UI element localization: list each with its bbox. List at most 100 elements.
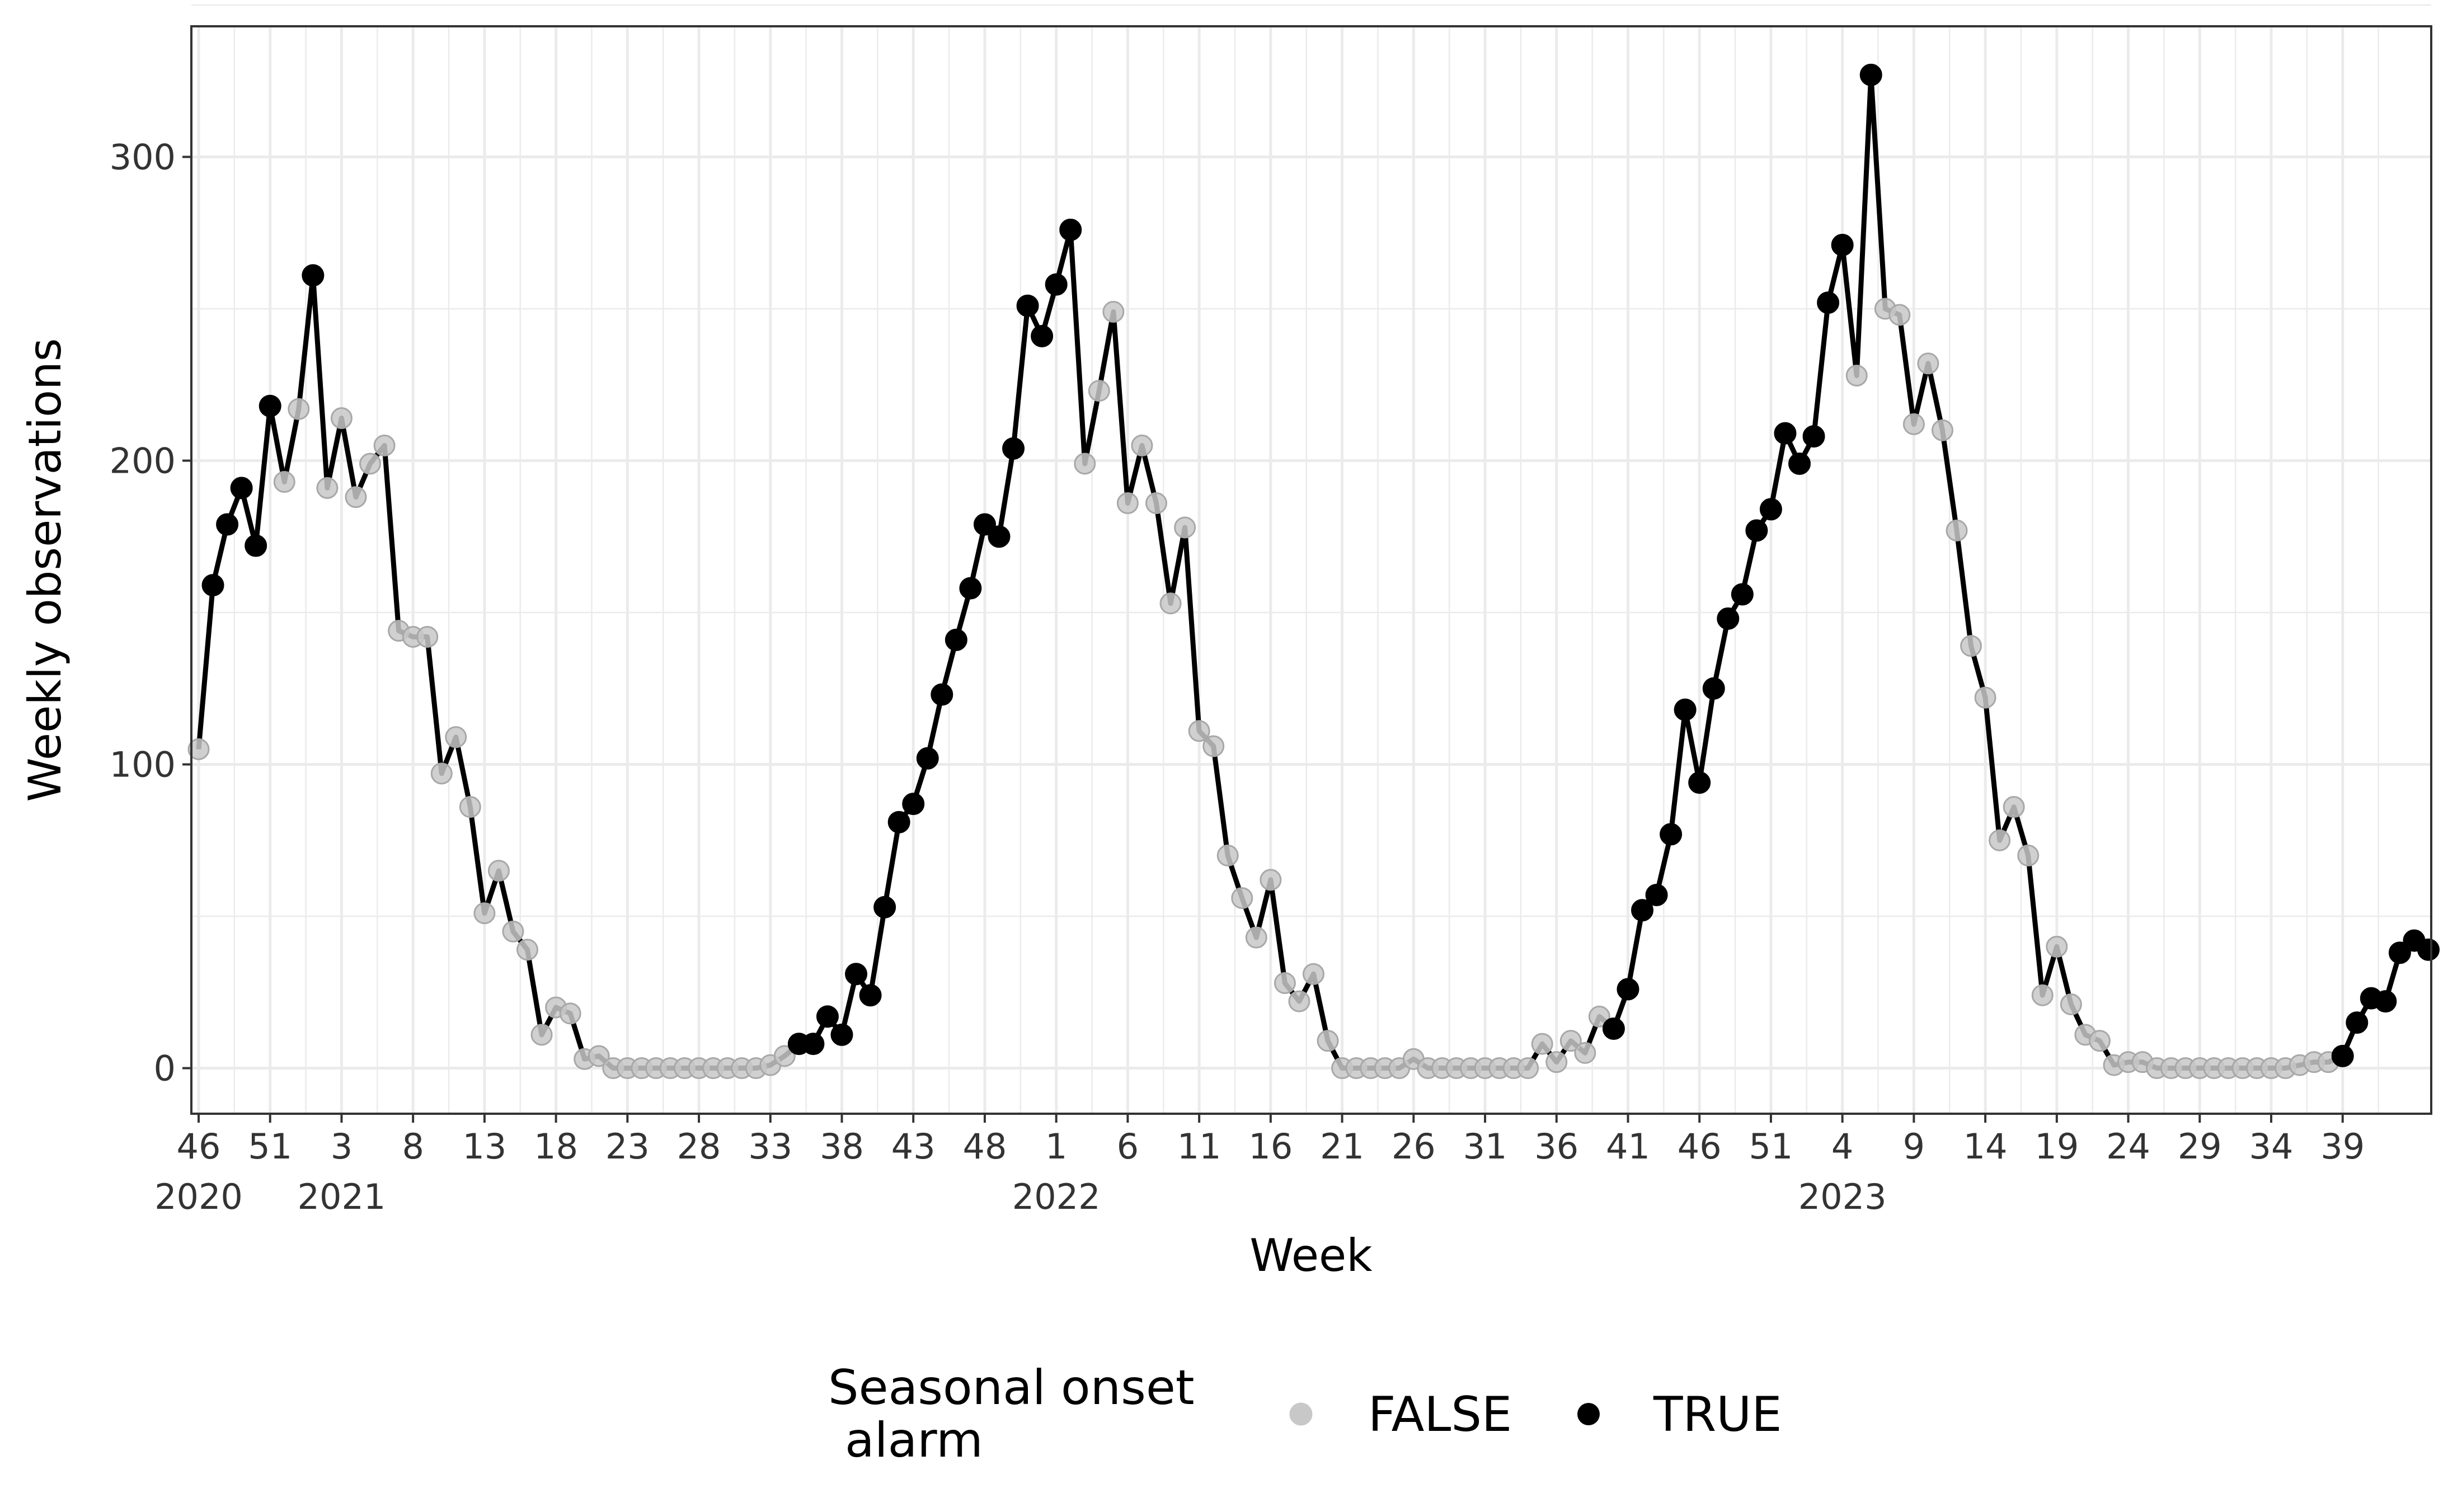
point-alarm-false	[1216, 844, 1239, 866]
point-alarm-false	[430, 762, 453, 785]
point-alarm-true	[302, 264, 325, 287]
y-tick-label: 0	[154, 1048, 176, 1089]
point-alarm-false	[359, 453, 382, 475]
x-tick-week-label: 31	[1463, 1126, 1507, 1167]
y-axis-title: Weekly observations	[19, 338, 71, 802]
x-tick-week-label: 48	[963, 1126, 1007, 1167]
x-tick-week-label: 26	[1392, 1126, 1436, 1167]
x-tick-week-label: 39	[2320, 1126, 2365, 1167]
point-alarm-false	[1231, 887, 1253, 909]
point-alarm-true	[1660, 823, 1683, 846]
point-alarm-true	[1631, 899, 1654, 922]
x-tick-week-label: 46	[177, 1126, 221, 1167]
point-alarm-false	[445, 726, 467, 748]
point-alarm-true	[1702, 677, 1725, 700]
point-alarm-true	[2388, 941, 2411, 964]
point-alarm-false	[1517, 1057, 1539, 1080]
point-alarm-true	[1602, 1017, 1625, 1040]
legend-label-false: FALSE	[1368, 1387, 1512, 1443]
point-alarm-false	[1245, 926, 1267, 949]
point-alarm-false	[1102, 300, 1125, 323]
y-tick-label: 300	[110, 136, 176, 177]
x-tick-week-label: 6	[1117, 1126, 1139, 1167]
point-alarm-true	[973, 513, 996, 536]
point-alarm-false	[345, 486, 367, 508]
point-alarm-false	[502, 920, 524, 943]
point-alarm-false	[1131, 434, 1153, 456]
x-tick-week-label: 3	[331, 1126, 353, 1167]
x-tick-year-label: 2023	[1798, 1176, 1887, 1217]
x-tick-week-label: 13	[462, 1126, 506, 1167]
x-tick-week-label: 34	[2249, 1126, 2294, 1167]
point-alarm-false	[1260, 869, 1282, 891]
point-alarm-false	[288, 398, 310, 420]
point-alarm-true	[859, 984, 882, 1007]
point-alarm-true	[845, 963, 868, 986]
point-alarm-true	[1774, 422, 1797, 445]
point-alarm-true	[816, 1005, 839, 1028]
x-tick-week-label: 38	[820, 1126, 864, 1167]
point-alarm-false	[1845, 364, 1868, 387]
point-alarm-false	[1317, 1030, 1339, 1052]
x-tick-week-label: 29	[2178, 1126, 2222, 1167]
point-alarm-true	[2417, 938, 2440, 961]
point-alarm-true	[259, 394, 281, 417]
data-points	[187, 63, 2440, 1080]
point-alarm-false	[1088, 380, 1110, 402]
point-alarm-false	[1989, 829, 2011, 851]
point-alarm-false	[2031, 984, 2054, 1006]
point-alarm-false	[2088, 1030, 2111, 1052]
point-alarm-false	[373, 434, 396, 456]
x-tick-year-label: 2022	[1012, 1176, 1101, 1217]
point-alarm-false	[1288, 990, 1310, 1012]
point-alarm-false	[559, 1002, 581, 1025]
point-alarm-true	[1859, 63, 1882, 86]
point-alarm-true	[1045, 273, 1068, 296]
point-alarm-true	[887, 811, 910, 833]
point-alarm-true	[1002, 437, 1025, 460]
x-axis-title: Week	[1249, 1230, 1373, 1282]
point-alarm-true	[1731, 583, 1754, 606]
point-alarm-true	[1817, 291, 1840, 314]
point-alarm-true	[1645, 884, 1668, 907]
point-alarm-false	[1974, 686, 1996, 709]
point-alarm-true	[1788, 452, 1811, 475]
point-alarm-false	[1888, 304, 1911, 326]
legend-key-true	[1577, 1403, 1600, 1425]
point-alarm-false	[773, 1045, 796, 1067]
point-alarm-true	[988, 525, 1011, 548]
point-alarm-false	[1946, 519, 1968, 541]
point-alarm-true	[902, 793, 925, 816]
point-alarm-false	[1902, 413, 1925, 435]
x-tick-week-label: 33	[748, 1126, 792, 1167]
x-tick-week-label: 4	[1831, 1126, 1853, 1167]
point-alarm-true	[1059, 218, 1082, 241]
point-alarm-false	[1274, 972, 1296, 995]
point-alarm-false	[1917, 352, 1939, 375]
point-alarm-false	[1559, 1030, 1582, 1052]
point-alarm-true	[945, 628, 967, 651]
x-tick-week-label: 11	[1177, 1126, 1221, 1167]
y-tick-label: 200	[110, 441, 176, 482]
point-alarm-true	[201, 574, 224, 597]
point-alarm-false	[2060, 993, 2082, 1016]
point-alarm-false	[487, 860, 510, 882]
point-alarm-true	[216, 513, 239, 536]
point-alarm-true	[931, 683, 953, 706]
legend: Seasonal onset alarm FALSE TRUE	[828, 1360, 1782, 1468]
point-alarm-false	[530, 1024, 553, 1046]
x-tick-week-label: 51	[1749, 1126, 1793, 1167]
point-alarm-true	[1802, 425, 1825, 448]
point-alarm-false	[1960, 635, 1982, 657]
point-alarm-false	[1303, 963, 1324, 985]
point-alarm-false	[588, 1045, 610, 1067]
x-tick-week-label: 41	[1606, 1126, 1650, 1167]
point-alarm-true	[230, 477, 253, 500]
legend-title-line1: Seasonal onset	[828, 1360, 1195, 1416]
point-alarm-true	[802, 1033, 825, 1056]
point-alarm-true	[2374, 990, 2397, 1013]
point-alarm-true	[1759, 498, 1782, 521]
point-alarm-false	[187, 738, 210, 760]
